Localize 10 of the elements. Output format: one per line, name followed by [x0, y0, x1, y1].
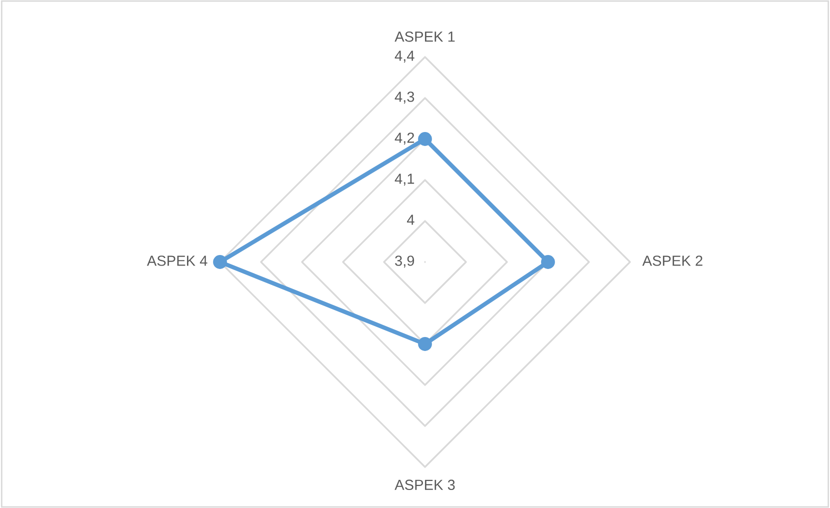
spoke-label: ASPEK 2 [642, 256, 702, 266]
y-tick-label: 4 [406, 214, 414, 225]
y-tick-label: 4,3 [394, 92, 414, 104]
y-tick-label: 4,2 [394, 132, 414, 145]
y-tick-label: 4,1 [394, 174, 414, 186]
y-tick-label: 3,9 [395, 256, 414, 268]
spoke-label: ASPEK 1 [394, 31, 455, 42]
spoke-label: ASPEK 3 [394, 480, 455, 490]
spoke-label: ASPEK 4 [146, 256, 208, 266]
y-tick-label: 4,4 [394, 50, 414, 63]
